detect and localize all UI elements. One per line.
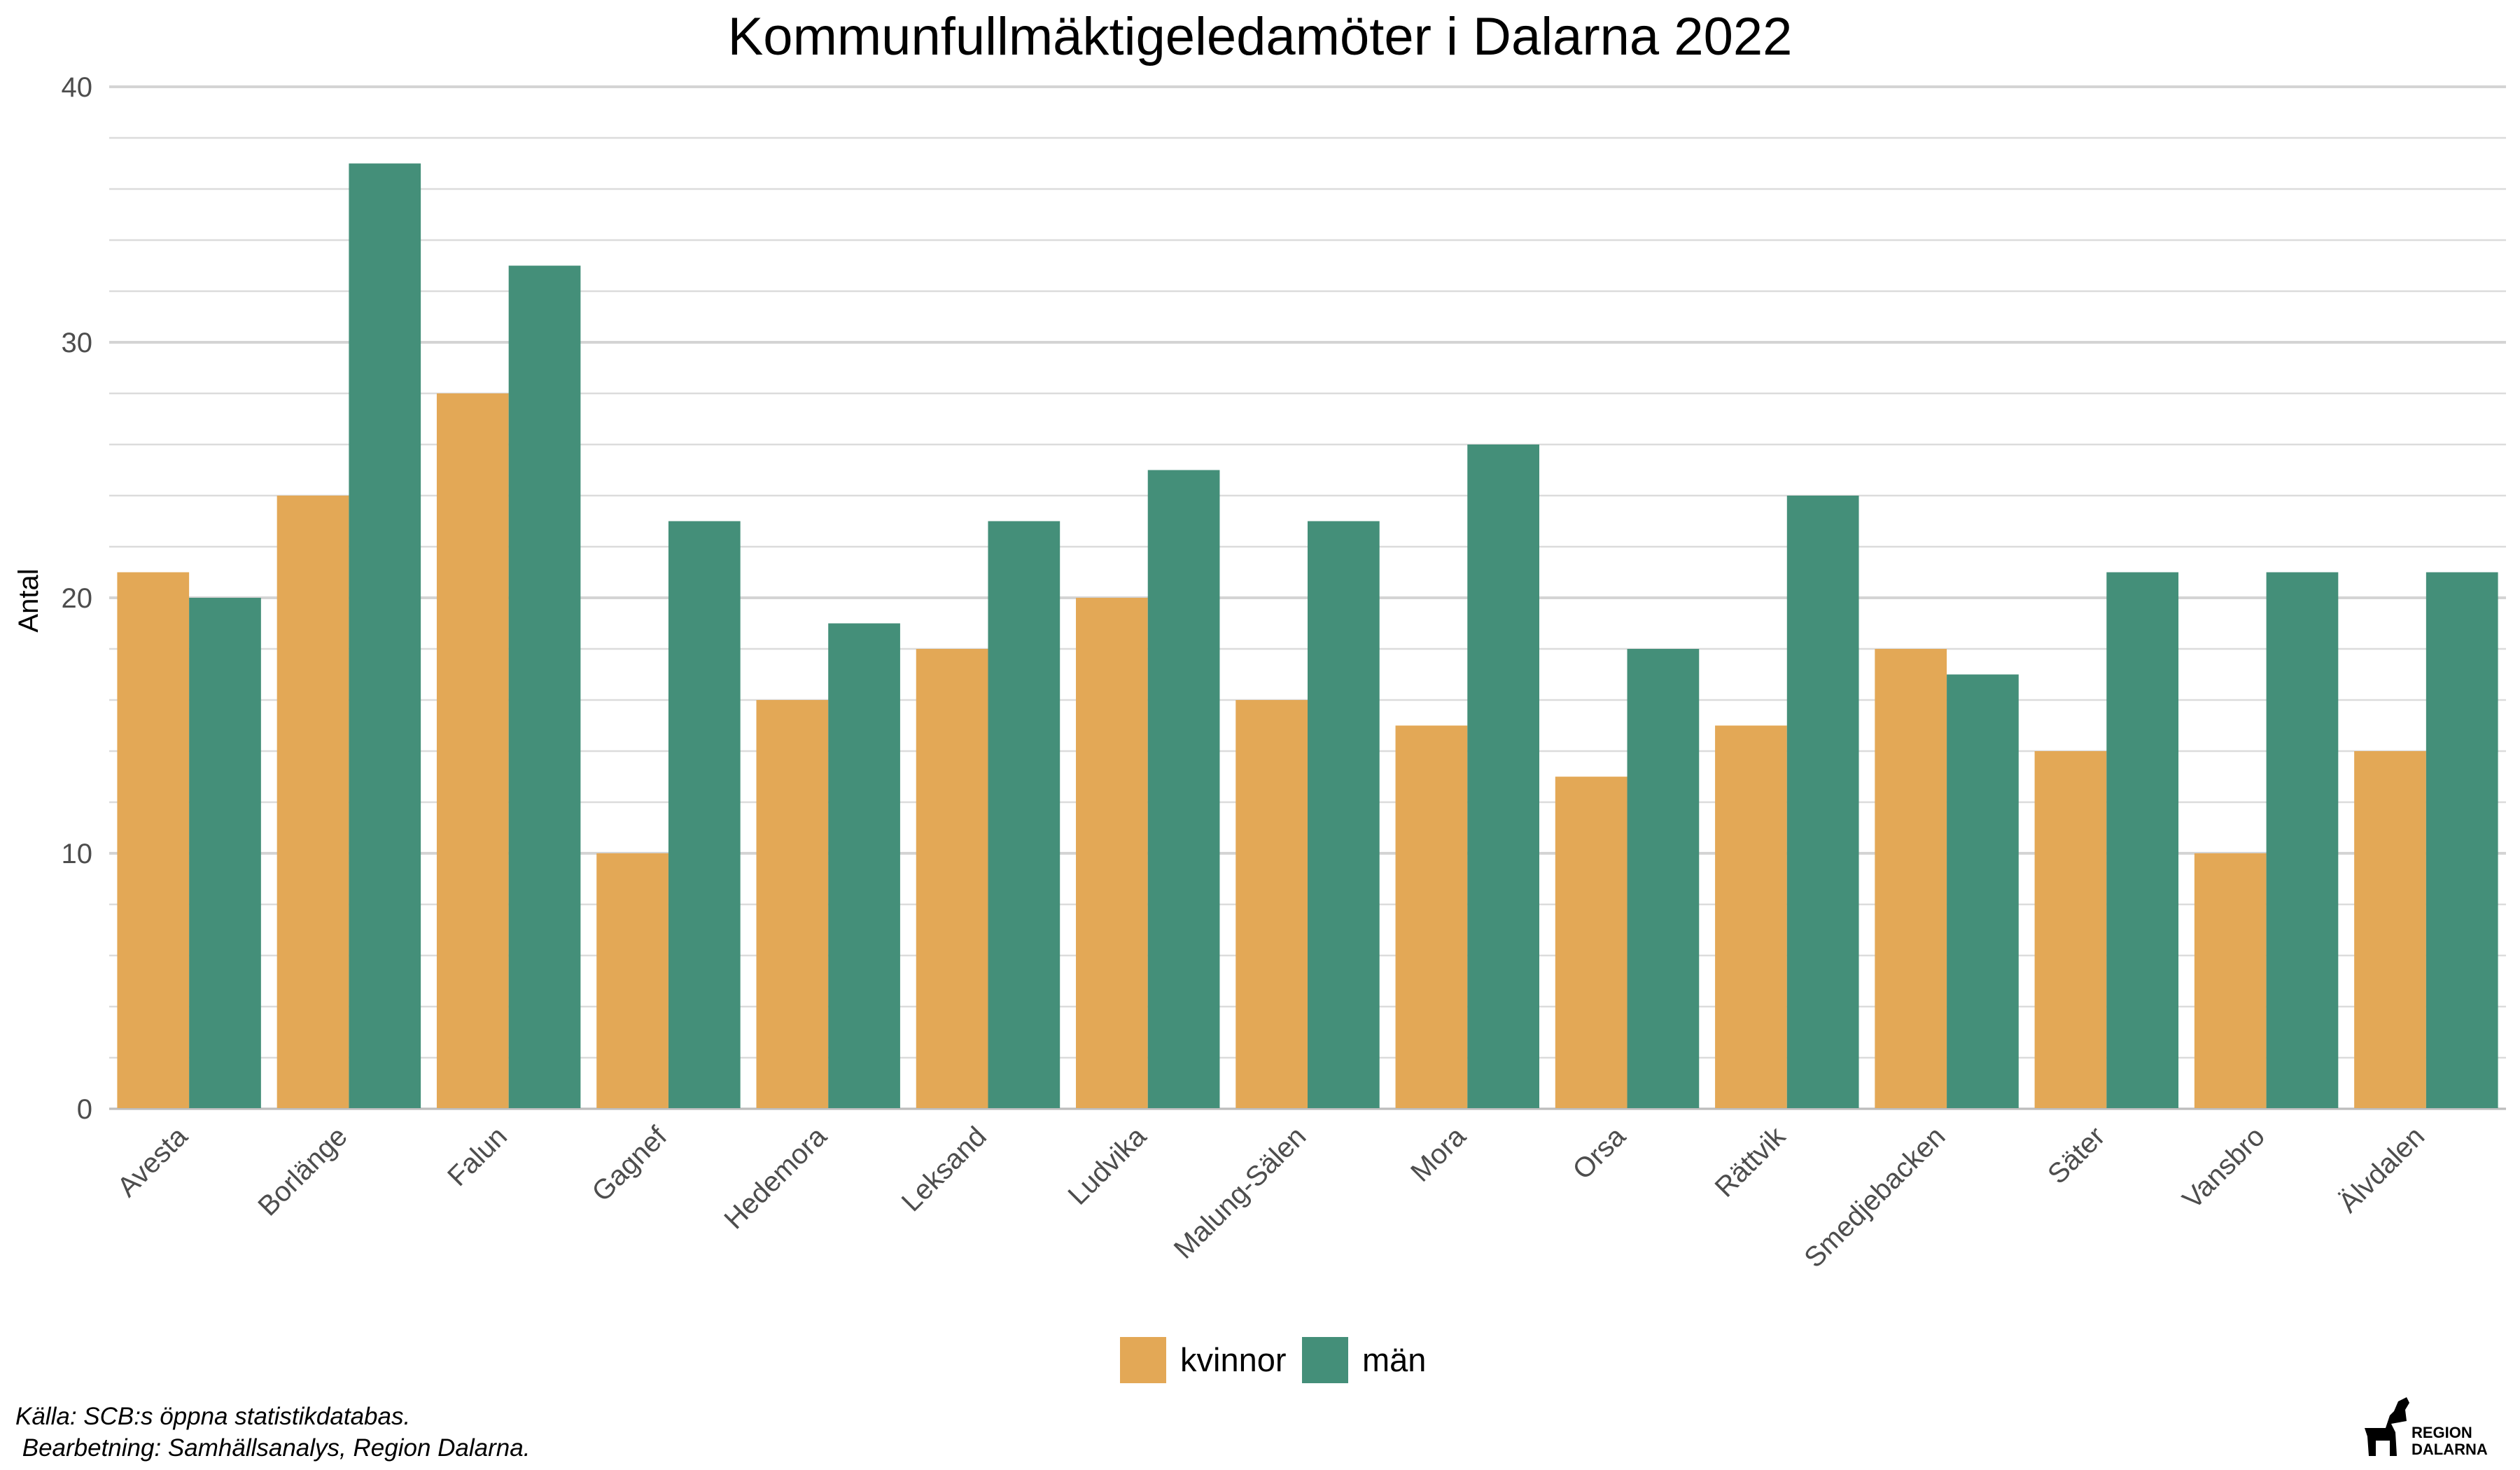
y-tick-label: 0	[77, 1094, 92, 1125]
bar-kvinnor-Ludvika	[1076, 598, 1148, 1109]
caption-processing: Bearbetning: Samhällsanalys, Region Dala…	[15, 1434, 530, 1462]
bar-män-Ludvika	[1147, 470, 1220, 1109]
y-axis-ticks: 0 10 20 30 40	[62, 72, 93, 1125]
x-tick-label: Leksand	[896, 1121, 993, 1217]
x-tick-label: Gagnef	[586, 1121, 673, 1208]
x-tick-label: Säter	[2042, 1121, 2111, 1190]
bar-män-Malung-Sälen	[1308, 521, 1380, 1109]
bar-män-Avesta	[189, 598, 261, 1109]
x-tick-label: Vansbro	[2177, 1121, 2271, 1214]
legend-label-män: män	[1362, 1341, 1426, 1378]
bar-män-Orsa	[1627, 649, 1700, 1109]
bar-kvinnor-Borlänge	[276, 496, 349, 1109]
legend-swatch-män	[1302, 1337, 1348, 1383]
bar-män-Mora	[1467, 444, 1539, 1109]
x-axis-ticks: Avesta Borlänge Falun Gagnef Hedemora Leksand…	[111, 1121, 2430, 1274]
bar-kvinnor-Älvdalen	[2354, 751, 2426, 1109]
region-dalarna-logo: REGION DALARNA	[2365, 1397, 2488, 1458]
bar-kvinnor-Malung-Sälen	[1236, 700, 1308, 1109]
logo-text-region: REGION	[2412, 1424, 2472, 1441]
bar-kvinnor-Falun	[436, 393, 509, 1109]
x-tick-label: Malung-Sälen	[1168, 1121, 1312, 1265]
bar-kvinnor-Vansbro	[2194, 853, 2267, 1109]
y-tick-label: 30	[62, 328, 93, 358]
x-tick-label: Falun	[442, 1121, 513, 1192]
x-tick-label: Hedemora	[718, 1121, 833, 1236]
x-tick-label: Rättvik	[1709, 1121, 1792, 1203]
bar-män-Gagnef	[668, 521, 741, 1109]
legend-label-kvinnor: kvinnor	[1180, 1341, 1287, 1378]
y-tick-label: 40	[62, 72, 93, 103]
bar-män-Rättvik	[1786, 496, 1859, 1109]
x-tick-label: Mora	[1405, 1121, 1472, 1188]
bar-män-Säter	[2106, 572, 2179, 1109]
bar-kvinnor-Gagnef	[596, 853, 668, 1109]
bar-kvinnor-Smedjebacken	[1875, 649, 1947, 1109]
dala-horse-icon	[2365, 1397, 2409, 1456]
chart-title: Kommunfullmäktigeledamöter i Dalarna 202…	[728, 7, 1793, 66]
bar-kvinnor-Säter	[2034, 751, 2107, 1109]
y-tick-label: 20	[62, 583, 93, 614]
bar-kvinnor-Avesta	[117, 572, 190, 1109]
x-tick-label: Älvdalen	[2333, 1121, 2431, 1219]
x-tick-label: Smedjebacken	[1798, 1121, 1951, 1273]
bars	[109, 163, 2506, 1110]
y-axis-label: Antal	[13, 568, 44, 632]
y-tick-label: 10	[62, 839, 93, 869]
legend-swatch-kvinnor	[1120, 1337, 1166, 1383]
bar-kvinnor-Orsa	[1555, 776, 1628, 1109]
bar-kvinnor-Leksand	[916, 649, 988, 1109]
bar-kvinnor-Mora	[1395, 725, 1468, 1109]
bar-män-Falun	[508, 265, 581, 1109]
x-tick-label: Orsa	[1567, 1121, 1632, 1186]
bar-män-Vansbro	[2266, 572, 2339, 1109]
x-tick-label: Ludvika	[1062, 1121, 1152, 1211]
bar-män-Borlänge	[349, 163, 421, 1109]
bar-kvinnor-Rättvik	[1715, 725, 1787, 1109]
legend: kvinnor män	[1120, 1337, 1426, 1383]
bar-män-Leksand	[988, 521, 1060, 1109]
x-tick-label: Borlänge	[252, 1121, 353, 1222]
caption-source: Källa: SCB:s öppna statistikdatabas.	[15, 1403, 410, 1430]
x-tick-label: Avesta	[111, 1121, 194, 1203]
logo-text-dalarna: DALARNA	[2412, 1441, 2488, 1458]
bar-män-Smedjebacken	[1947, 674, 2019, 1109]
bar-män-Hedemora	[828, 623, 900, 1109]
bar-män-Älvdalen	[2426, 572, 2498, 1109]
bar-kvinnor-Hedemora	[756, 700, 829, 1109]
